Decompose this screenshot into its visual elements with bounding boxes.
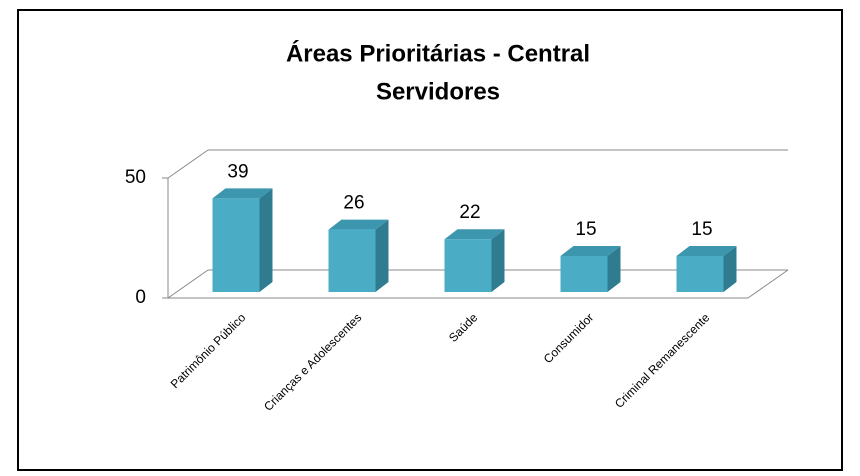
bar <box>676 256 724 292</box>
data-label: 15 <box>691 219 712 240</box>
y-tick-label: 0 <box>135 287 146 308</box>
bar <box>328 229 376 292</box>
chart-title: Servidores <box>376 78 500 105</box>
bar-top <box>212 188 273 199</box>
bar-side <box>375 219 389 292</box>
grid-line <box>167 149 209 179</box>
bar-side <box>607 246 621 292</box>
data-label: 26 <box>343 193 364 214</box>
data-label: 22 <box>459 202 480 223</box>
bar-top <box>560 246 621 256</box>
bar <box>560 256 608 292</box>
bar-top <box>444 229 505 240</box>
grid-line <box>167 269 209 299</box>
bar <box>444 239 492 292</box>
bar-top <box>676 246 737 256</box>
chart-title: Áreas Prioritárias - Central <box>286 39 590 67</box>
data-label: 39 <box>227 161 248 182</box>
y-tick-label: 50 <box>125 167 146 188</box>
bar-side <box>723 246 737 292</box>
data-label: 15 <box>575 219 596 240</box>
chart-frame <box>17 9 843 471</box>
axis-line <box>747 269 789 299</box>
bar-top <box>328 219 389 230</box>
bar-side <box>491 229 505 292</box>
bar <box>212 198 260 292</box>
bar-side <box>259 188 273 292</box>
